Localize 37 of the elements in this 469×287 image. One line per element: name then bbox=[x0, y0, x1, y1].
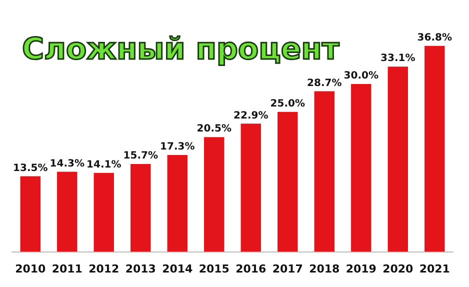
data-label: 14.3% bbox=[50, 158, 84, 170]
bar bbox=[204, 137, 224, 252]
data-label: 14.1% bbox=[86, 160, 122, 171]
bar bbox=[388, 66, 408, 252]
x-tick-label: 2019 bbox=[346, 262, 376, 276]
x-tick-label: 2018 bbox=[309, 262, 340, 276]
x-tick-label: 2012 bbox=[88, 262, 120, 276]
bar bbox=[20, 176, 40, 252]
bar bbox=[424, 46, 445, 252]
x-tick-label: 2016 bbox=[236, 262, 267, 276]
x-tick-label: 2020 bbox=[382, 262, 414, 276]
data-label: 28.7% bbox=[307, 78, 342, 89]
data-label: 22.9% bbox=[234, 110, 268, 122]
x-tick-label: 2014 bbox=[162, 262, 194, 276]
data-label: 30.0% bbox=[344, 70, 378, 82]
bar bbox=[351, 84, 372, 252]
bar bbox=[94, 172, 114, 252]
chart-title: Сложный процент bbox=[22, 32, 340, 67]
bar bbox=[240, 124, 261, 252]
bar bbox=[278, 112, 298, 252]
bar bbox=[57, 172, 78, 252]
bar bbox=[314, 91, 334, 252]
x-tick-label: 2015 bbox=[198, 262, 230, 276]
x-tick-label: 2017 bbox=[272, 262, 303, 276]
data-label: 17.3% bbox=[160, 142, 195, 153]
data-label: 13.5% bbox=[13, 162, 48, 174]
x-tick-label: 2011 bbox=[52, 262, 82, 276]
x-tick-label: 2021 bbox=[419, 262, 450, 276]
x-tick-label: 2010 bbox=[15, 262, 46, 276]
bar bbox=[167, 155, 188, 252]
data-label: 36.8% bbox=[417, 32, 452, 44]
data-label: 33.1% bbox=[380, 53, 416, 64]
x-tick-label: 2013 bbox=[125, 262, 156, 276]
data-label: 25.0% bbox=[270, 98, 305, 110]
data-label: 20.5% bbox=[196, 124, 232, 135]
bar bbox=[130, 164, 151, 252]
data-label: 15.7% bbox=[123, 150, 158, 162]
